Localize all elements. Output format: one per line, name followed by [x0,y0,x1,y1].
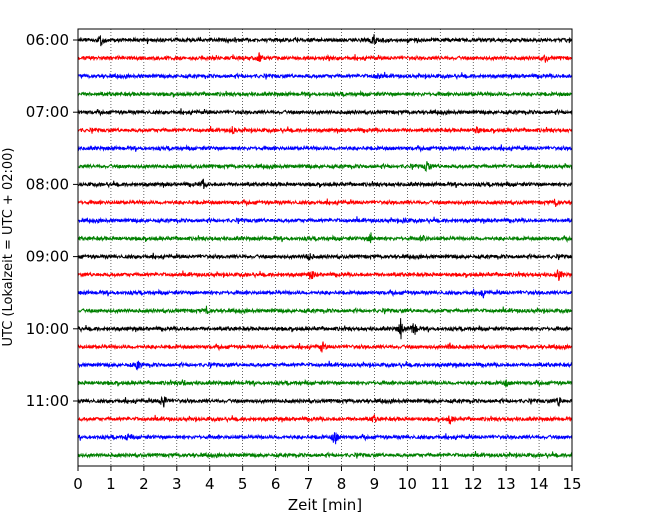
trace-line [77,144,573,153]
traces [77,34,573,460]
trace-line [77,378,573,388]
x-tick-label: 5 [238,475,248,493]
x-axis-label: Zeit [min] [288,496,362,514]
trace-line [77,360,573,371]
trace-line [77,395,573,408]
trace-line [77,126,573,135]
x-tick-label: 4 [205,475,215,493]
trace-line [77,89,573,98]
y-tick-label: 10:00 [26,320,69,338]
y-ticks: 06:00 07:00 08:00 09:00 10:00 11:00 [26,31,78,410]
x-ticks: 0 1 2 3 4 5 6 7 8 9 10 11 12 13 14 15 [73,466,582,493]
x-tick-label: 12 [464,475,483,493]
x-tick-label: 11 [431,475,450,493]
trace-line [77,432,573,445]
trace-line [77,305,573,315]
trace-line [77,34,573,47]
y-tick-label: 11:00 [26,392,69,410]
x-tick-label: 9 [370,475,380,493]
x-tick-label: 6 [271,475,281,493]
x-tick-label: 15 [562,475,581,493]
trace-line [77,161,573,173]
x-tick-label: 2 [139,475,149,493]
trace-line [77,252,573,261]
y-tick-label: 06:00 [26,31,69,49]
x-tick-label: 10 [398,475,417,493]
y-tick-label: 09:00 [26,248,69,266]
trace-line [77,288,573,299]
trace-line [77,269,573,281]
trace-line [77,216,573,225]
trace-line [77,198,573,208]
trace-line [77,108,573,117]
x-tick-label: 13 [497,475,516,493]
x-tick-label: 3 [172,475,182,493]
x-tick-label: 0 [73,475,83,493]
y-tick-label: 08:00 [26,175,69,193]
x-tick-label: 1 [106,475,116,493]
grid-lines [110,29,540,466]
x-tick-label: 14 [530,475,549,493]
x-tick-label: 8 [337,475,347,493]
trace-line [77,52,573,63]
trace-line [77,71,573,81]
y-tick-label: 07:00 [26,103,69,121]
x-tick-label: 7 [304,475,314,493]
trace-line [77,232,573,244]
trace-line [77,341,573,353]
plot-frame [77,28,573,467]
y-axis-label: UTC (Lokalzeit = UTC + 02:00) [1,148,16,347]
trace-line [77,178,573,190]
trace-line [77,450,573,460]
trace-line [77,414,573,425]
trace-line [77,318,573,340]
